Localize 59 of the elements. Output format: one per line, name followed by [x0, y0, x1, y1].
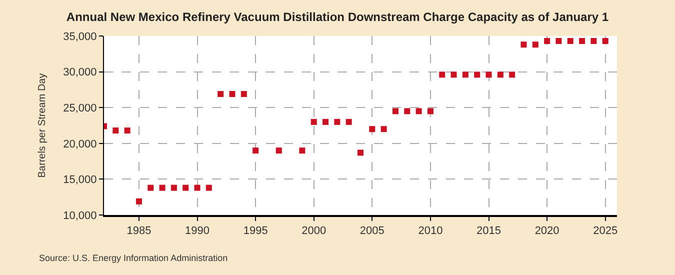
point	[136, 198, 142, 204]
point	[556, 38, 562, 44]
point	[346, 118, 352, 125]
source-note: Source: U.S. Energy Information Administration	[39, 253, 228, 263]
x-tick-label: 2020	[534, 224, 560, 237]
point	[369, 126, 376, 132]
point	[148, 184, 154, 191]
point	[509, 72, 516, 78]
point	[322, 118, 329, 125]
point	[310, 118, 317, 125]
y-tick-label: 25,000	[63, 102, 97, 114]
point	[124, 128, 130, 134]
point	[299, 148, 306, 154]
point	[358, 150, 364, 156]
y-tick-label: 20,000	[63, 138, 97, 150]
point	[170, 184, 177, 191]
point	[218, 91, 224, 97]
point	[334, 118, 340, 125]
point	[497, 72, 504, 78]
point	[532, 42, 538, 48]
x-tick-label: 1995	[243, 224, 268, 237]
point	[276, 148, 282, 154]
point	[544, 38, 550, 44]
point	[579, 38, 586, 44]
point	[590, 38, 597, 44]
x-tick-label: 1985	[126, 224, 152, 237]
point	[462, 72, 468, 78]
x-tick-label: 2005	[360, 224, 384, 237]
point	[474, 72, 480, 78]
point	[252, 148, 259, 154]
y-tick-label: 15,000	[63, 174, 97, 186]
point	[194, 184, 200, 191]
point	[404, 108, 410, 114]
point	[240, 91, 247, 97]
x-tick-label: 1990	[185, 224, 210, 237]
y-tick-label: 10,000	[63, 210, 97, 222]
point	[112, 128, 119, 134]
y-tick-label: 30,000	[63, 66, 97, 79]
point	[427, 108, 434, 114]
x-tick-label: 2000	[302, 224, 326, 237]
point	[486, 72, 492, 78]
point	[520, 42, 527, 48]
x-tick-label: 2010	[418, 224, 443, 237]
point	[206, 184, 212, 191]
point	[159, 184, 166, 191]
x-tick-label: 2025	[593, 224, 618, 237]
point	[392, 108, 398, 114]
point	[229, 91, 236, 97]
point	[602, 38, 608, 44]
point	[450, 72, 457, 78]
point	[380, 126, 387, 132]
point	[567, 38, 574, 44]
point	[416, 108, 422, 114]
chart-title: Annual New Mexico Refinery Vacuum Distillation Downstream Charge Capacity as of January 1	[66, 10, 609, 24]
x-tick-label: 2015	[476, 224, 501, 237]
point	[439, 72, 446, 78]
y-axis-title: Barrels per Stream Day	[37, 73, 48, 178]
y-tick-label: 35,000	[63, 30, 97, 43]
point	[182, 184, 189, 191]
